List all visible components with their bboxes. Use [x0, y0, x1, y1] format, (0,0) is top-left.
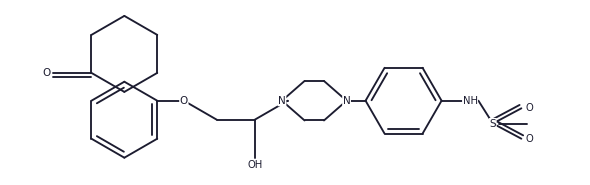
Text: S: S	[490, 119, 496, 129]
Text: O: O	[42, 68, 51, 78]
Text: OH: OH	[247, 159, 263, 169]
Text: O: O	[526, 134, 533, 144]
Text: O: O	[180, 96, 188, 106]
Text: N: N	[278, 96, 286, 106]
Text: NH: NH	[463, 96, 477, 106]
Text: O: O	[526, 103, 533, 113]
Text: N: N	[343, 96, 350, 106]
